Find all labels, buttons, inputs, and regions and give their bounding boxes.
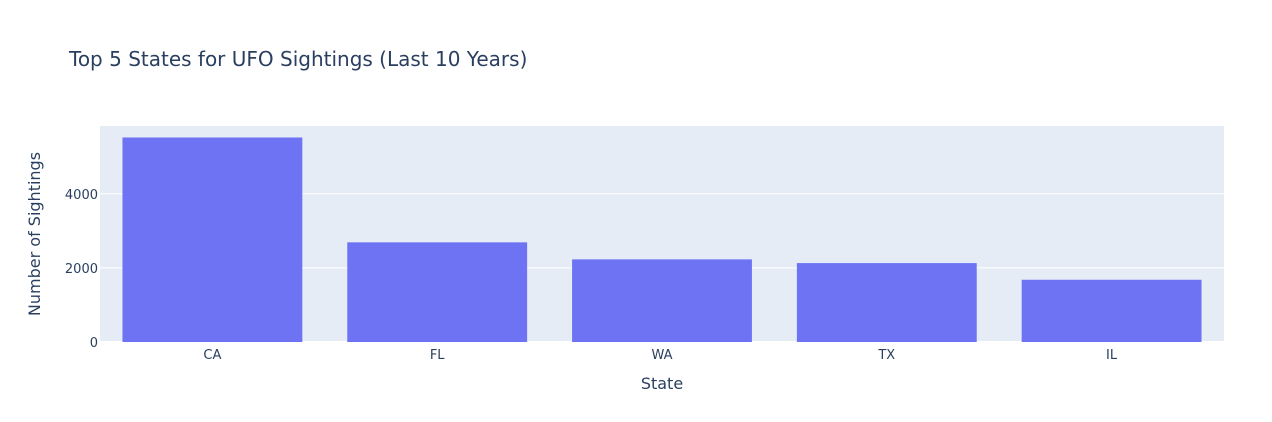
y-tick-label: 4000 bbox=[65, 188, 98, 203]
x-tick-label: IL bbox=[1106, 348, 1118, 363]
y-tick-label: 2000 bbox=[65, 262, 98, 277]
x-tick-label: TX bbox=[877, 348, 895, 363]
bar-il[interactable] bbox=[1021, 279, 1202, 342]
x-axis-title: State bbox=[641, 374, 683, 393]
y-tick-labels: 0 2000 4000 bbox=[65, 188, 98, 351]
bar-tx[interactable] bbox=[796, 263, 977, 342]
y-tick-label: 0 bbox=[90, 336, 98, 351]
x-tick-label: CA bbox=[203, 348, 221, 363]
bar-ca[interactable] bbox=[122, 137, 303, 342]
bars bbox=[122, 137, 1202, 342]
x-tick-label: FL bbox=[430, 348, 445, 363]
x-tick-labels: CA FL WA TX IL bbox=[203, 348, 1117, 363]
bar-wa[interactable] bbox=[572, 259, 752, 342]
bar-fl[interactable] bbox=[347, 242, 528, 342]
x-tick-label: WA bbox=[651, 348, 672, 363]
y-axis-title: Number of Sightings bbox=[25, 152, 44, 316]
chart-title: Top 5 States for UFO Sightings (Last 10 … bbox=[68, 47, 527, 71]
